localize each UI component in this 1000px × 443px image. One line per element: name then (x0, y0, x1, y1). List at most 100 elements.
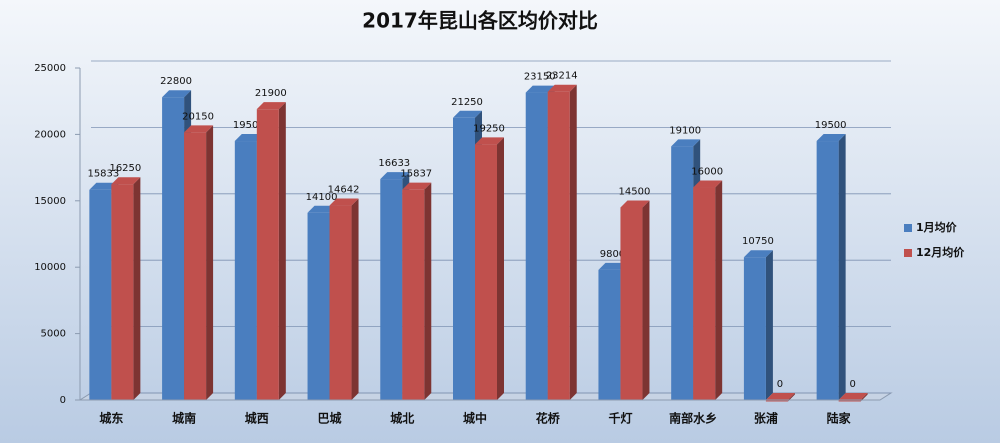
bar (234, 141, 257, 401)
legend-label: 1月均价 (916, 220, 958, 234)
bar (307, 212, 330, 400)
bar (453, 117, 475, 401)
bar-top (620, 200, 650, 208)
bar (184, 132, 207, 400)
bar-side (787, 393, 795, 402)
value-label: 22800 (160, 76, 192, 87)
value-label: 21250 (451, 97, 483, 108)
value-label: 19500 (233, 120, 265, 131)
value-label: 21900 (255, 88, 287, 99)
bar (475, 144, 497, 400)
x-tick-label: 城西 (245, 411, 269, 426)
x-tick-label: 千灯 (608, 411, 632, 426)
x-tick-label: 南部水乡 (669, 411, 717, 426)
value-label: 15833 (87, 169, 119, 180)
y-tick-label: 25000 (34, 63, 66, 74)
bar (743, 257, 766, 400)
bar-top (329, 198, 359, 206)
bar-top (671, 139, 701, 147)
legend-label: 12月均价 (916, 245, 965, 259)
bar-side (206, 125, 214, 401)
bar (620, 207, 643, 400)
bar-top (475, 137, 504, 145)
bar (598, 269, 621, 400)
value-label: 19100 (669, 125, 701, 136)
value-label: 23150 (524, 72, 556, 83)
bar (329, 205, 352, 400)
legend-swatch (904, 224, 912, 232)
bar (693, 187, 716, 400)
x-tick-label: 陆家 (827, 411, 852, 426)
bar (89, 189, 112, 400)
bar-top (547, 84, 577, 92)
y-tick-label: 5000 (41, 329, 66, 340)
bar-side (133, 177, 141, 400)
bar-top (234, 134, 264, 142)
x-tick-label: 城南 (172, 411, 196, 426)
value-label: 15837 (400, 169, 432, 180)
value-label: 16000 (691, 167, 723, 178)
bar-top (453, 110, 482, 118)
bar (525, 92, 548, 401)
bar-top (743, 250, 773, 258)
bar (765, 400, 788, 402)
bar-top (598, 262, 628, 270)
value-label: 0 (777, 379, 783, 390)
bar-side (860, 393, 868, 402)
value-label: 14642 (328, 185, 360, 196)
bar (402, 189, 425, 400)
bar-side (497, 137, 504, 401)
bar-side (569, 84, 577, 400)
chart-title: 2017年昆山各区均价对比 (362, 9, 598, 33)
bar (816, 141, 839, 401)
bar-top (402, 182, 432, 190)
value-label: 20150 (182, 111, 214, 122)
bar-top (380, 172, 410, 180)
value-label: 9800 (600, 249, 625, 260)
bar (162, 97, 185, 400)
bar-side (424, 182, 432, 400)
x-tick-label: 城东 (99, 411, 123, 426)
x-tick-label: 花桥 (536, 411, 561, 426)
value-label: 23214 (546, 71, 578, 82)
value-label: 16250 (109, 163, 141, 174)
x-tick-label: 城北 (390, 411, 414, 426)
bar-top (816, 134, 846, 142)
value-label: 0 (849, 379, 855, 390)
value-label: 10750 (742, 236, 774, 247)
y-tick-label: 10000 (34, 262, 66, 273)
bar-top (838, 393, 868, 400)
y-tick-label: 15000 (34, 196, 66, 207)
value-label: 14100 (306, 192, 338, 203)
bar-top (256, 102, 286, 110)
bar-side (351, 198, 359, 400)
bar (111, 184, 134, 400)
bar-top (89, 182, 119, 190)
bar-top (693, 180, 723, 188)
bar-side (642, 200, 650, 400)
value-label: 16633 (378, 158, 410, 169)
bar-top (307, 205, 337, 213)
bar-side (765, 250, 773, 400)
x-tick-label: 巴城 (318, 411, 342, 426)
bar (671, 146, 694, 400)
bar-top (111, 177, 141, 185)
bar-top (525, 85, 555, 93)
bar-side (838, 134, 846, 401)
legend-swatch (904, 249, 912, 257)
value-label: 14500 (619, 186, 651, 197)
value-label: 19500 (815, 120, 847, 131)
bar (547, 91, 570, 400)
y-tick-label: 20000 (34, 129, 66, 140)
bar-top (765, 393, 795, 400)
bar-side (715, 180, 723, 400)
bar-top (162, 90, 192, 98)
bar (380, 179, 403, 400)
x-tick-label: 城中 (463, 411, 487, 426)
bar (838, 400, 861, 402)
x-tick-label: 张浦 (754, 411, 778, 426)
bar-top (184, 125, 214, 133)
bar-side (278, 102, 286, 400)
bar (256, 109, 279, 400)
